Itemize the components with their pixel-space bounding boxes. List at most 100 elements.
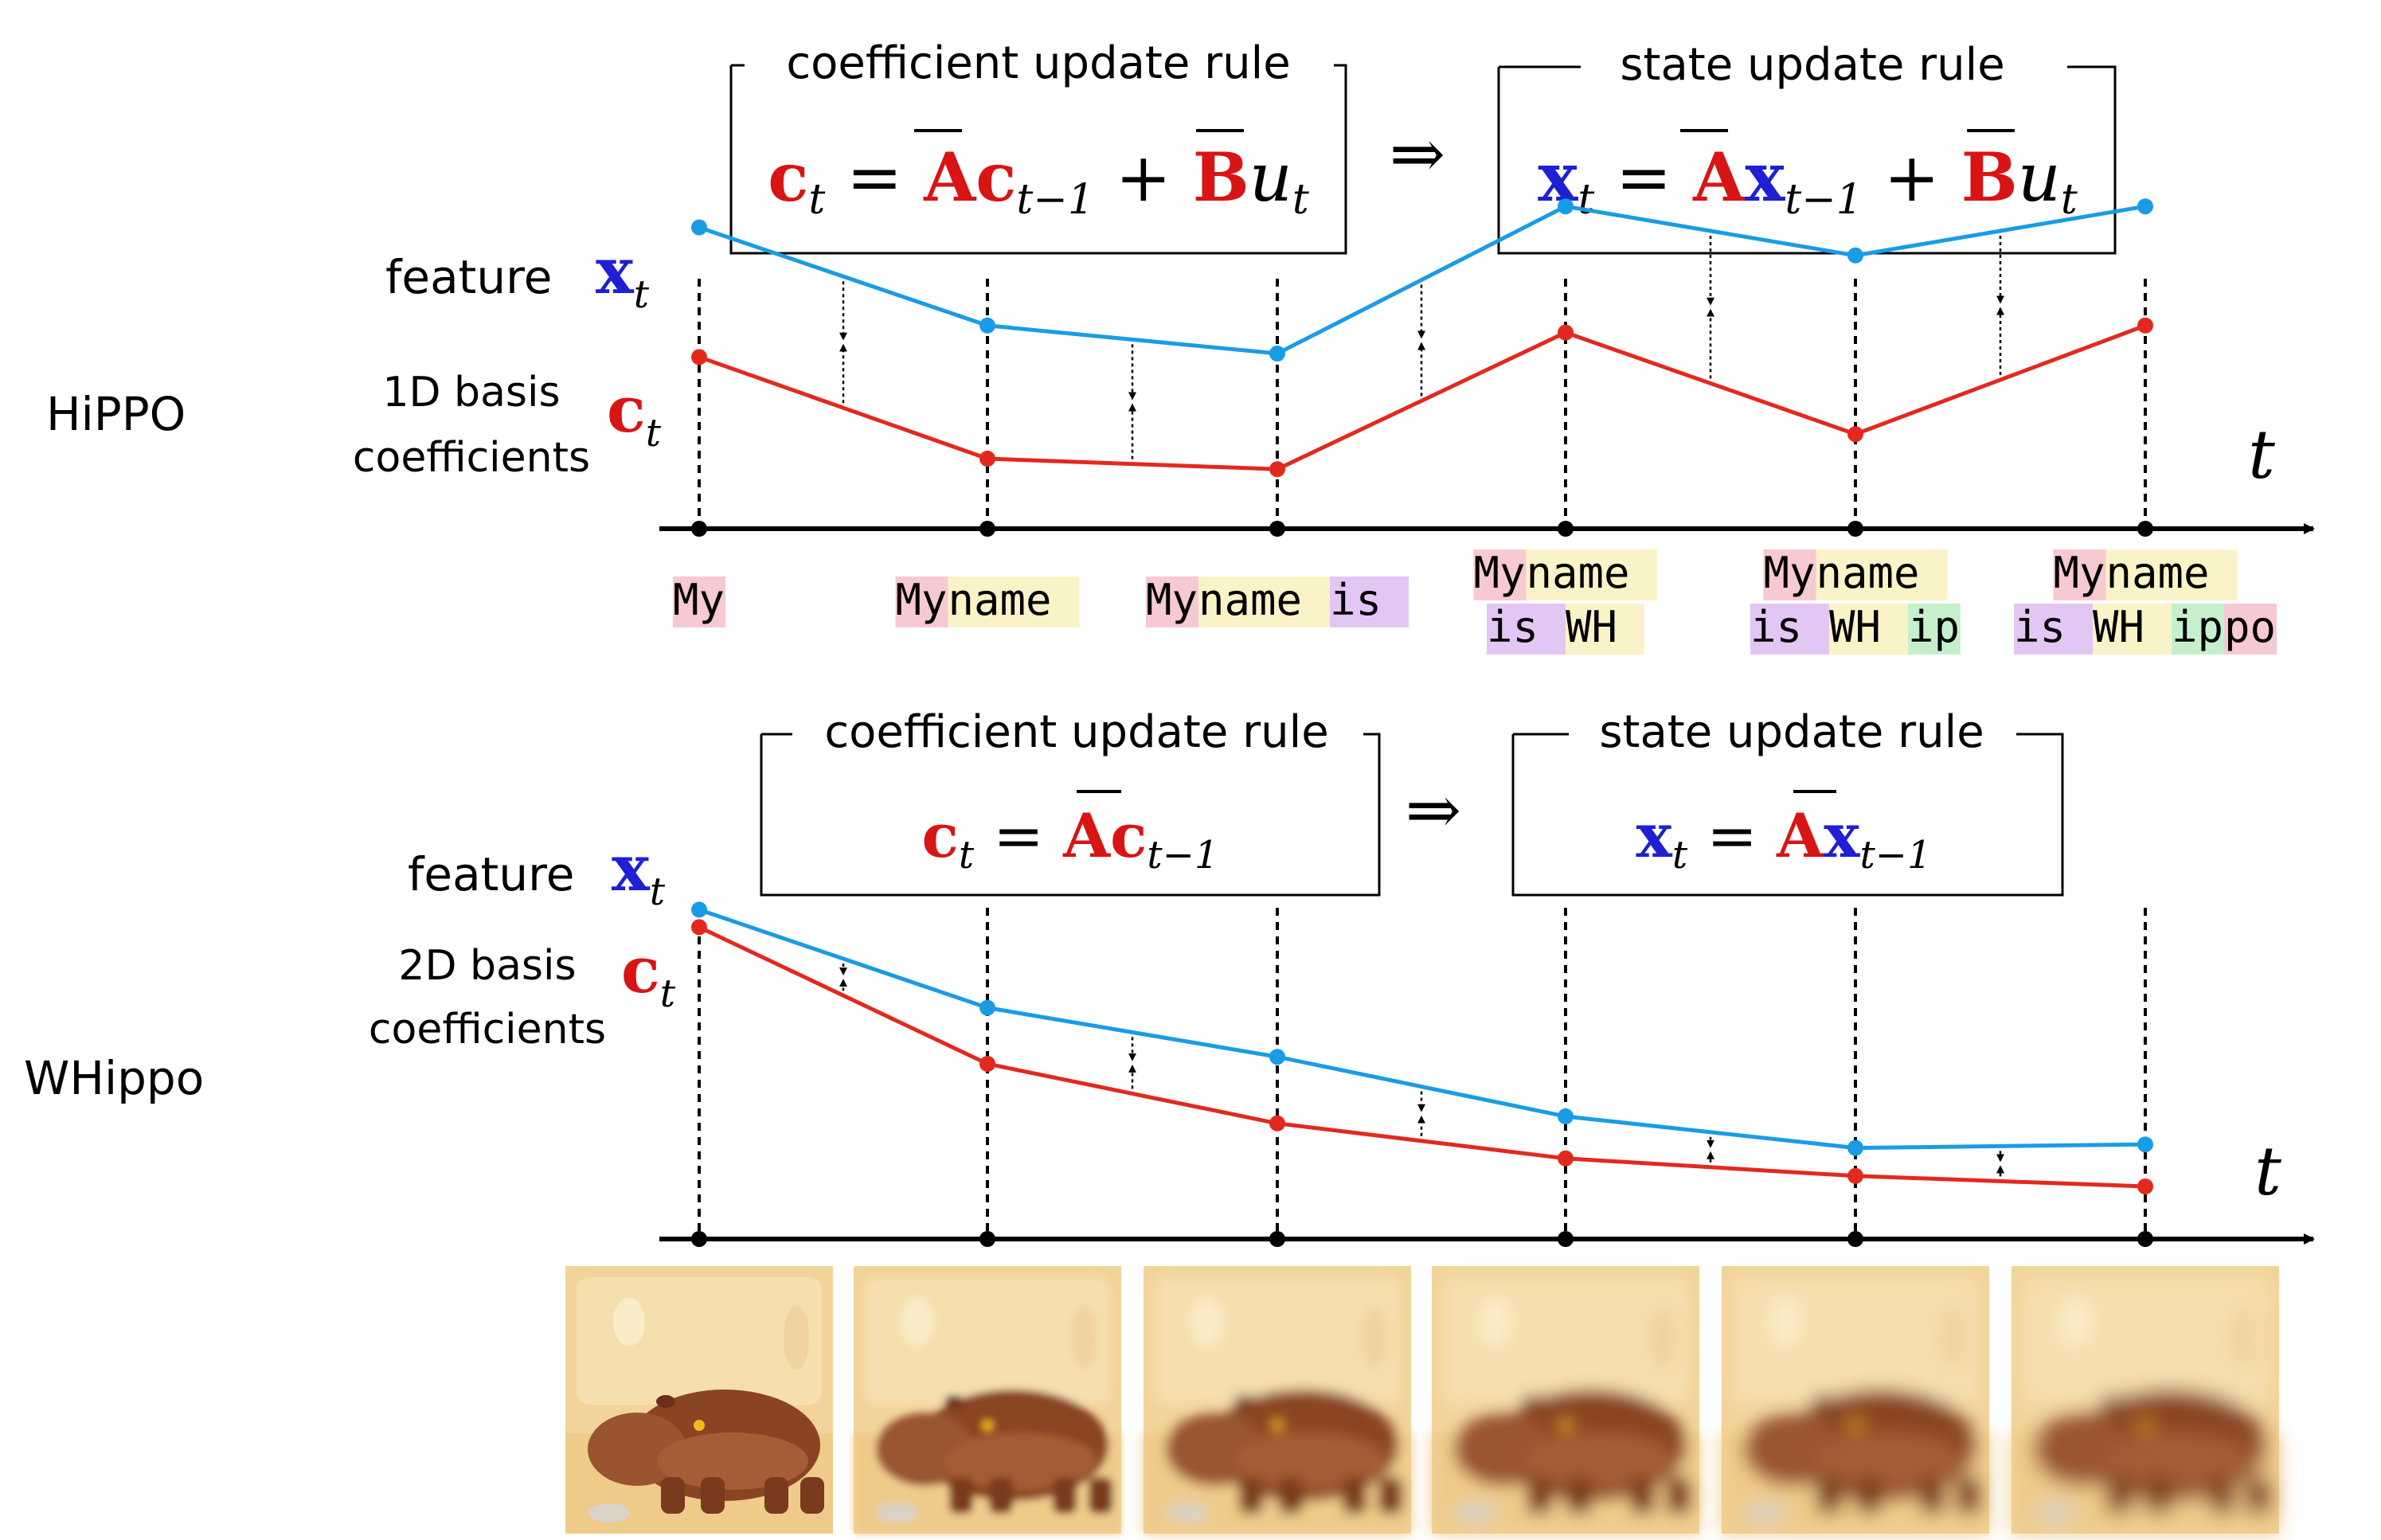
hippo-implies-arrow: ⇒	[1390, 115, 1445, 193]
whippo-coef-point-3	[1558, 1150, 1574, 1167]
whippo-state-box-title: state update rule	[1599, 706, 1984, 758]
token-highlight	[2053, 549, 2106, 600]
coef-symbol: c	[768, 138, 808, 217]
whippo-x-symbol: xt	[612, 831, 666, 914]
whippo-state-rule-box: state update rule xt = Axt−1	[1511, 706, 2064, 897]
token-text: My	[1474, 548, 1526, 598]
whippo-feature-point-4	[1847, 1139, 1863, 1156]
hippo-state-rule-box: state update rule xt = Axt−1 + But	[1497, 39, 2117, 255]
hippo-image-1	[854, 1266, 1121, 1534]
token-text: My	[2054, 548, 2105, 598]
hippo-feature-line	[698, 204, 2146, 356]
token-text: My	[673, 575, 725, 625]
hippo-feature-point-4	[1847, 247, 1863, 264]
whippo-axis-tick-2	[1269, 1231, 1285, 1247]
token-highlight	[2105, 549, 2238, 600]
a-bar-symbol: A	[923, 138, 977, 217]
token-text: name	[948, 575, 1052, 625]
token-text: WH	[1829, 602, 1881, 652]
hippo-coef-label-line1: 1D basis	[382, 369, 560, 416]
token-text: My	[1146, 575, 1198, 625]
token-text: po	[2224, 602, 2276, 652]
hippo-feature-point-0	[691, 219, 707, 236]
hippo-coef-rule-equation: ct = Act−1 + But	[768, 138, 1309, 224]
whippo-coef-box-title: coefficient update rule	[824, 706, 1328, 758]
token-highlight	[1763, 549, 1816, 600]
token-highlight	[895, 577, 948, 627]
token-highlight	[2093, 604, 2172, 655]
token-highlight	[2172, 604, 2224, 655]
hippo-coef-label-line2: coefficients	[353, 434, 590, 482]
whippo-implies-arrow: ⇒	[1406, 771, 1461, 849]
whippo-coef-line	[698, 925, 2146, 1189]
whippo-coef-point-0	[691, 919, 707, 936]
hippo-coef-point-5	[2137, 317, 2153, 334]
token-text: name	[2106, 548, 2210, 598]
whippo-coef-rule-equation: ct = Act−1	[922, 800, 1219, 877]
token-text: My	[1764, 548, 1816, 598]
hippo-axis-tick-5	[2137, 521, 2153, 537]
row-label-hippo: HiPPO	[46, 387, 186, 441]
hippo-feature-point-5	[2137, 198, 2153, 215]
token-highlight	[1526, 549, 1658, 600]
token-highlight	[1750, 604, 1829, 655]
whippo-axis-tick-1	[979, 1231, 995, 1247]
whippo-feature-line	[698, 908, 2146, 1151]
hippo-axis-tick-1	[979, 521, 995, 537]
token-highlight	[1198, 577, 1330, 627]
hippo-feature-point-2	[1269, 346, 1285, 362]
whippo-feature-point-1	[979, 999, 995, 1016]
token-highlight	[673, 577, 725, 627]
token-highlight	[1908, 604, 1961, 655]
hippo-image-3	[1432, 1266, 1699, 1534]
hippo-x-symbol: xt	[596, 233, 650, 317]
hippo-c-symbol: ct	[607, 372, 662, 455]
whippo-feature-point-2	[1269, 1049, 1285, 1065]
hippo-plot	[659, 198, 2315, 537]
token-highlight	[1816, 549, 1948, 600]
hippo-coef-line	[698, 323, 2146, 471]
whippo-hippo-image-sequence	[565, 1266, 2279, 1534]
token-text: ip	[2172, 602, 2223, 652]
token-text: name	[1198, 575, 1302, 625]
hippo-coef-point-2	[1269, 461, 1285, 478]
token-text: name	[1527, 548, 1630, 598]
hippo-coef-point-4	[1847, 426, 1863, 443]
token-highlight	[1829, 604, 1908, 655]
hippo-coef-point-3	[1558, 324, 1574, 341]
b-bar-symbol: B	[1193, 138, 1249, 217]
token-highlight	[1146, 577, 1198, 627]
whippo-axis-tick-0	[691, 1231, 707, 1247]
hippo-axis-tick-3	[1558, 521, 1574, 537]
whippo-axis-tick-3	[1558, 1231, 1574, 1247]
whippo-feature-point-5	[2137, 1136, 2153, 1153]
whippo-coef-label-line2: coefficients	[369, 1006, 606, 1053]
hippo-axis-tick-0	[691, 521, 707, 537]
token-text: ip	[1908, 602, 1960, 652]
hippo-state-rule-equation: xt = Axt−1 + But	[1538, 138, 2078, 224]
whippo-feature-point-3	[1558, 1108, 1574, 1124]
whippo-coef-point-4	[1847, 1167, 1863, 1184]
token-highlight	[1330, 577, 1409, 627]
whippo-c-symbol: ct	[621, 932, 676, 1016]
token-highlight	[1473, 549, 1527, 600]
token-text: is	[1330, 575, 1382, 625]
hippo-feature-label: feature	[385, 250, 552, 304]
hippo-feature-point-3	[1558, 198, 1574, 215]
hippo-image-5	[2012, 1266, 2279, 1534]
hippo-coef-point-0	[691, 349, 707, 365]
token-text: is	[2014, 602, 2066, 652]
hippo-coef-rule-box: coefficient update rule ct = Act−1 + But	[729, 37, 1347, 255]
whippo-feature-label: feature	[408, 847, 574, 901]
whippo-axis-tick-5	[2137, 1231, 2153, 1247]
token-text: is	[1487, 602, 1538, 652]
whippo-coef-point-5	[2137, 1178, 2153, 1194]
hippo-coef-point-1	[979, 451, 995, 467]
hippo-axis-tick-2	[1269, 521, 1285, 537]
token-text: My	[896, 575, 948, 625]
token-text: WH	[1566, 602, 1617, 652]
hippo-feature-point-1	[979, 317, 995, 334]
whippo-coef-label-line1: 2D basis	[398, 942, 576, 990]
token-text: is	[1750, 602, 1802, 652]
